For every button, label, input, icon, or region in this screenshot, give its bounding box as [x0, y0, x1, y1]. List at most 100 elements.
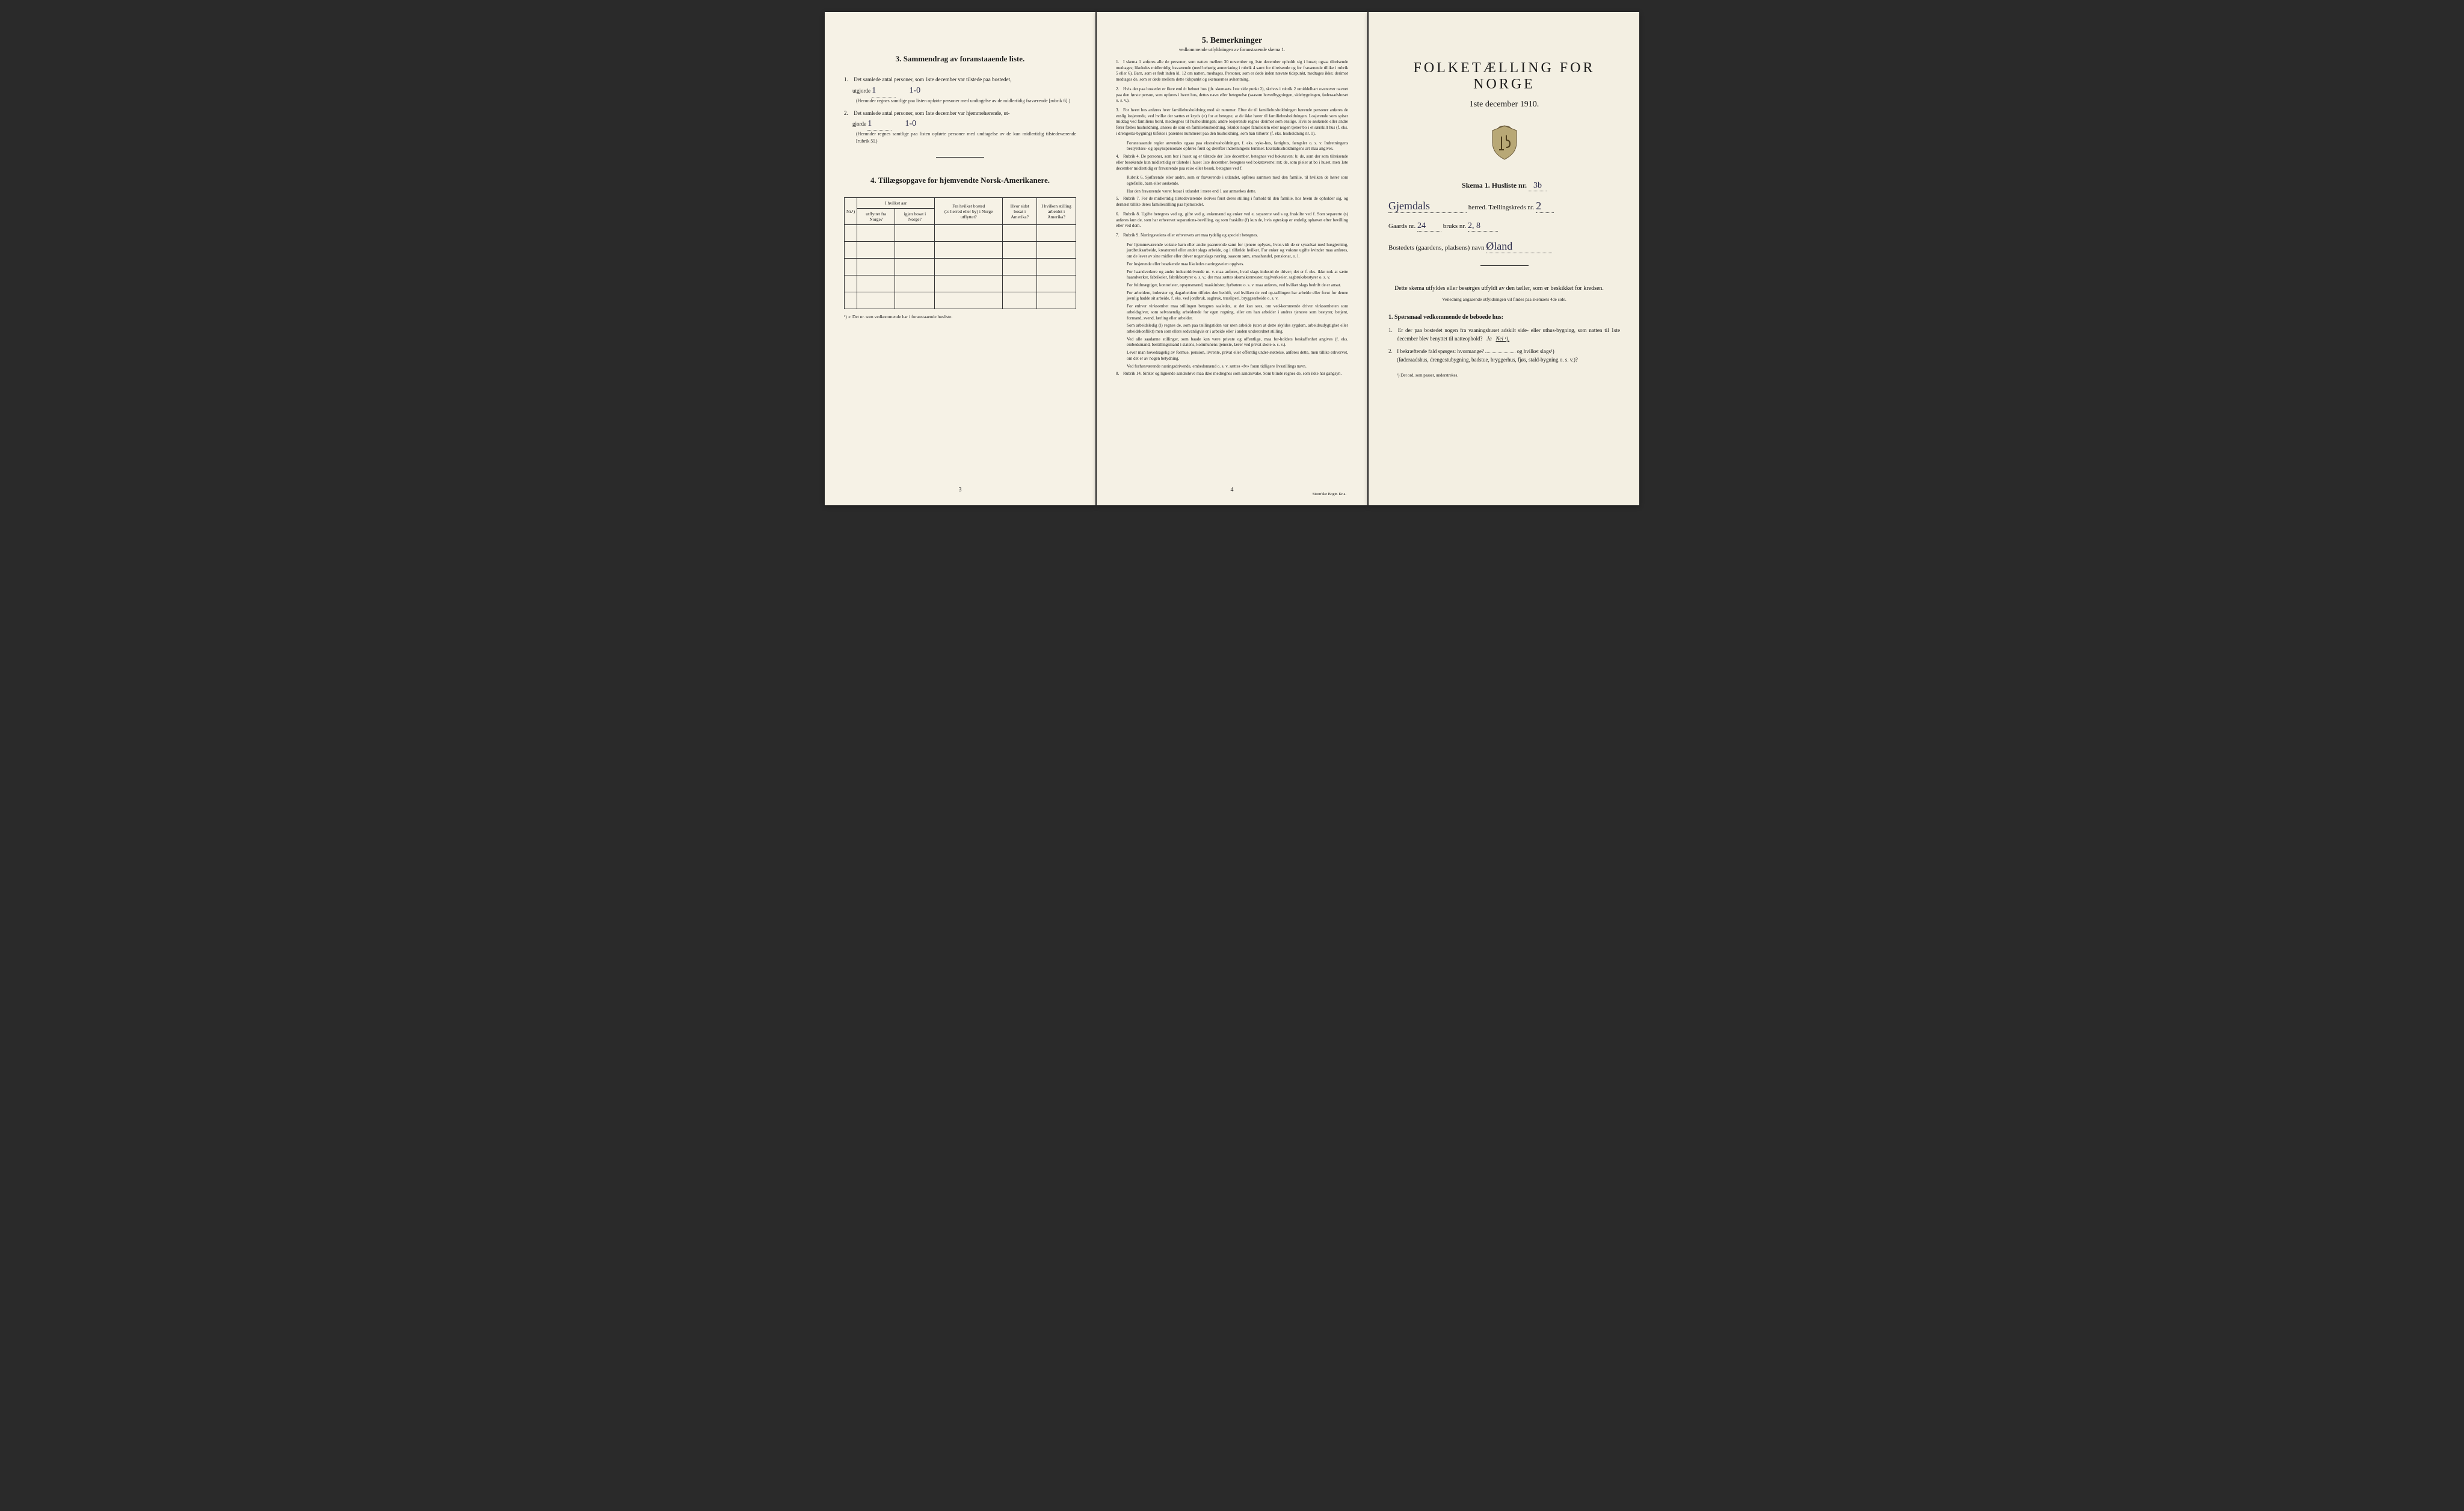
- husliste-nr: 3b: [1529, 181, 1547, 191]
- col-where: Hvor sidst bosat i Amerika?: [1003, 198, 1037, 225]
- remark-8: 8.Rubrik 14. Sinker og lignende aandsslø…: [1116, 371, 1348, 377]
- col-from: Fra hvilket bosted (ɔ: herred eller by) …: [935, 198, 1003, 225]
- skema-label: Skema 1. Husliste nr.: [1462, 181, 1527, 189]
- q1-nei: Nei ¹).: [1495, 336, 1509, 342]
- kreds-nr: 2: [1536, 200, 1554, 213]
- remark-7j: Lever man hovedsagelig av formue, pensio…: [1127, 350, 1348, 362]
- item-2-value-a: 1: [867, 117, 892, 131]
- item-1-note: (Herunder regnes samtlige paa listen opf…: [856, 97, 1076, 105]
- col-pos-sub: arbeidet i Amerika?: [1047, 209, 1065, 220]
- item-2-label: gjorde: [852, 121, 866, 127]
- remark-4-text: Rubrik 4. De personer, som bor i huset o…: [1116, 154, 1348, 170]
- q2-examples: (føderaadshus, drengestubygning, badstue…: [1397, 357, 1578, 363]
- gaards-label: Gaards nr.: [1388, 223, 1415, 230]
- table-row: [845, 292, 1076, 309]
- printer-mark: Steen'ske Bogtr. Kr.a.: [1313, 492, 1346, 496]
- remark-7f: For arbeidere, inderster og dagarbeidere…: [1127, 291, 1348, 302]
- divider-2: [1480, 265, 1529, 266]
- remark-3-text: For hvert hus anføres hver familiehushol…: [1116, 108, 1348, 136]
- item-1-text: Det samlede antal personer, som 1ste dec…: [854, 76, 1011, 82]
- col-year-head: I hvilket aar: [857, 198, 935, 209]
- col-where-sub: bosat i Amerika?: [1011, 209, 1029, 220]
- item-1-label: utgjorde: [852, 88, 870, 94]
- remark-4b: Rubrik 6. Sjøfarende eller andre, som er…: [1127, 175, 1348, 186]
- instruction-text: Dette skema utfyldes eller besørges utfy…: [1388, 284, 1620, 293]
- table-row: [845, 275, 1076, 292]
- remark-7h: Som arbeidsledig (l) regnes de, som paa …: [1127, 323, 1348, 334]
- col-from-sub: (ɔ: herred eller by) i Norge utflyttet?: [944, 209, 993, 220]
- bruks-label: bruks nr.: [1443, 223, 1467, 230]
- census-date: 1ste december 1910.: [1388, 100, 1620, 109]
- table-footnote: ¹) ɔ: Det nr. som vedkommende har i fora…: [844, 314, 1076, 319]
- col-pos-head: I hvilken stilling: [1041, 203, 1071, 209]
- remark-7i: Ved alle saadanne stillinger, som baade …: [1127, 337, 1348, 348]
- q1-num: 1.: [1388, 327, 1396, 335]
- herred-label: herred. Tællingskreds nr.: [1468, 204, 1535, 211]
- q2-num: 2.: [1388, 348, 1396, 356]
- table-row: [845, 225, 1076, 242]
- bruks-nr: 2, 8: [1468, 221, 1498, 232]
- bosted-label: Bostedets (gaardens, pladsens) navn: [1388, 244, 1484, 251]
- col-nr: Nr.¹): [845, 198, 857, 225]
- item-2-num: 2.: [844, 109, 852, 118]
- item-2: 2. Det samlede antal personer, som 1ste …: [844, 109, 1076, 146]
- q2-blank-1: [1485, 352, 1515, 353]
- remark-7b: For hjemmeværende voksne barn eller andr…: [1127, 242, 1348, 260]
- remark-7: 7.Rubrik 9. Næringsveiens eller erhverve…: [1116, 233, 1348, 239]
- col-from-head: Fra hvilket bosted: [952, 203, 985, 209]
- page-number-3: 3: [959, 487, 962, 493]
- remark-4: 4.Rubrik 4. De personer, som bor i huset…: [1116, 154, 1348, 171]
- section-3-title: 3. Sammendrag av foranstaaende liste.: [844, 54, 1076, 64]
- remarks-title: 5. Bemerkninger: [1116, 36, 1348, 46]
- remark-6: 6.Rubrik 8. Ugifte betegnes ved ug, gift…: [1116, 212, 1348, 229]
- page-4: 5. Bemerkninger vedkommende utfyldningen…: [1097, 12, 1367, 505]
- remark-5: 5.Rubrik 7. For de midlertidig tilstedev…: [1116, 196, 1348, 208]
- table-row: [845, 242, 1076, 259]
- remark-3b: Foranstaaende regler anvendes ogsaa paa …: [1127, 141, 1348, 152]
- remark-7d: For haandverkere og andre industridriven…: [1127, 269, 1348, 281]
- remark-8-text: Rubrik 14. Sinker og lignende aandssløve…: [1123, 371, 1341, 376]
- q2-suffix: og hvilket slags¹): [1517, 348, 1554, 354]
- remark-7c: For losjerende eller besøkende maa likel…: [1127, 262, 1348, 268]
- bosted-value: Øland: [1486, 240, 1552, 253]
- remark-2-text: Hvis der paa bostedet er flere end ét be…: [1116, 87, 1348, 103]
- remark-1: 1.I skema 1 anføres alle de personer, so…: [1116, 60, 1348, 83]
- herred-value: Gjemdals: [1388, 200, 1467, 213]
- remark-7-text: Rubrik 9. Næringsveiens eller erhvervets…: [1123, 233, 1258, 238]
- remark-3: 3.For hvert hus anføres hver familiehush…: [1116, 108, 1348, 137]
- remark-6-text: Rubrik 8. Ugifte betegnes ved ug, gifte …: [1116, 212, 1348, 228]
- question-1: 1. Er der paa bostedet nogen fra vaaning…: [1397, 327, 1620, 343]
- gaards-line: Gaards nr. 24 bruks nr. 2, 8: [1388, 221, 1620, 232]
- remark-7e: For fuldmægtiger, kontorister, opsynsmæn…: [1127, 283, 1348, 289]
- item-1-value-a: 1: [872, 84, 896, 97]
- right-footnote: ¹) Det ord, som passer, understrekes.: [1397, 373, 1620, 378]
- remark-7g: For enhver virksomhet maa stillingen bet…: [1127, 304, 1348, 321]
- bosted-line: Bostedets (gaardens, pladsens) navn Ølan…: [1388, 240, 1620, 253]
- census-title: FOLKETÆLLING FOR NORGE: [1388, 60, 1620, 93]
- remark-4c: Har den fraværende været bosat i utlande…: [1127, 189, 1348, 195]
- col-back: igjen bosat i Norge?: [895, 209, 935, 225]
- item-2-note: (Herunder regnes samtlige paa listen opf…: [856, 131, 1076, 145]
- section-4-title: 4. Tillægsopgave for hjemvendte Norsk-Am…: [844, 176, 1076, 185]
- col-position: I hvilken stilling arbeidet i Amerika?: [1037, 198, 1076, 225]
- instruction-sub: Veiledning angaaende utfyldningen vil fi…: [1388, 297, 1620, 302]
- question-2: 2. I bekræftende fald spørges: hvormange…: [1397, 348, 1620, 364]
- item-1: 1. Det samlede antal personer, som 1ste …: [844, 76, 1076, 105]
- divider-1: [936, 157, 984, 158]
- remark-5-text: Rubrik 7. For de midlertidig tilstedevær…: [1116, 196, 1348, 207]
- item-1-num: 1.: [844, 76, 852, 84]
- herred-line: Gjemdals herred. Tællingskreds nr. 2: [1388, 200, 1620, 213]
- table-row: [845, 259, 1076, 275]
- col-out: utflyttet fra Norge?: [857, 209, 895, 225]
- emigrant-table: Nr.¹) I hvilket aar Fra hvilket bosted (…: [844, 197, 1076, 309]
- gaards-nr: 24: [1417, 221, 1441, 232]
- question-heading: 1. Spørsmaal vedkommende de beboede hus:: [1388, 314, 1620, 321]
- item-1-value: 1-0: [910, 86, 921, 95]
- item-2-text: Det samlede antal personer, som 1ste dec…: [854, 110, 1009, 116]
- remarks-subtitle: vedkommende utfyldningen av foranstaaend…: [1116, 47, 1348, 52]
- remark-1-text: I skema 1 anføres alle de personer, som …: [1116, 60, 1348, 82]
- document-spread: 3. Sammendrag av foranstaaende liste. 1.…: [825, 12, 1639, 505]
- remark-2: 2.Hvis der paa bostedet er flere end ét …: [1116, 87, 1348, 104]
- cover-page: FOLKETÆLLING FOR NORGE 1ste december 191…: [1369, 12, 1639, 505]
- col-where-head: Hvor sidst: [1011, 203, 1029, 209]
